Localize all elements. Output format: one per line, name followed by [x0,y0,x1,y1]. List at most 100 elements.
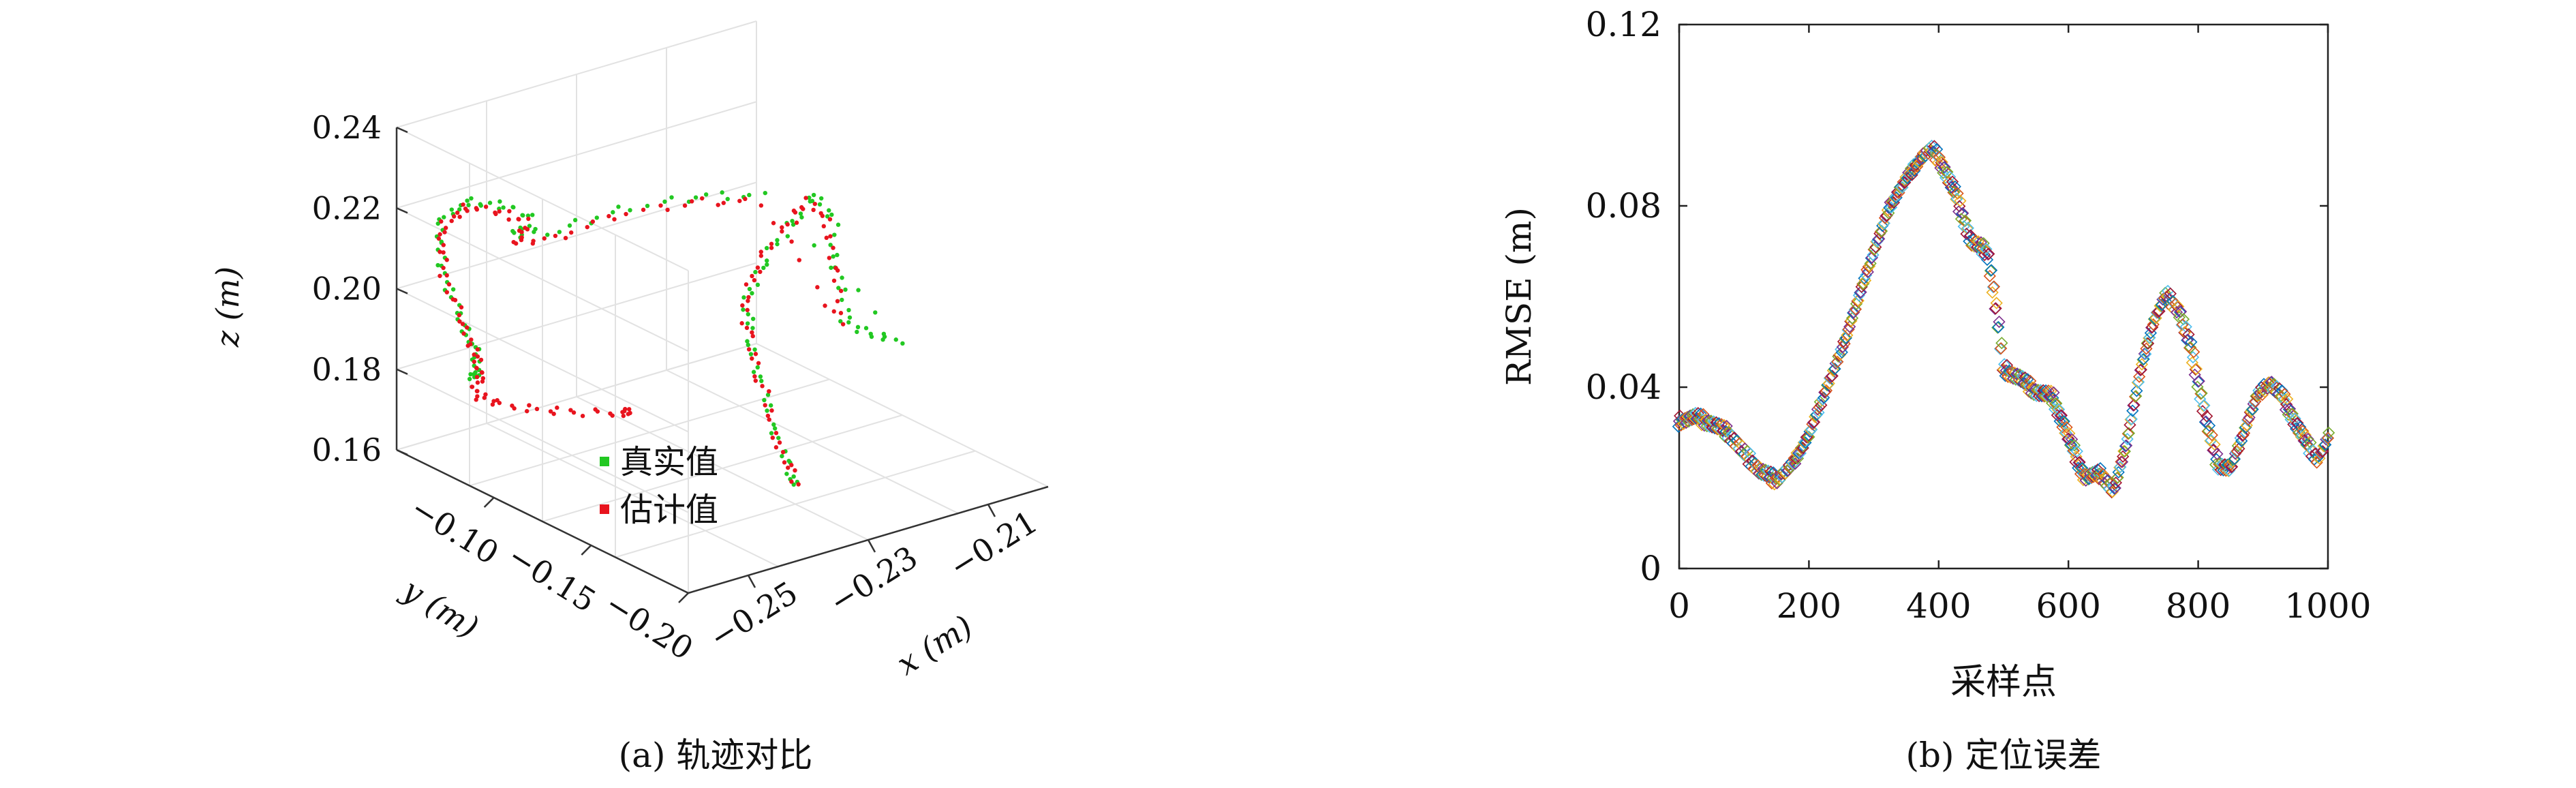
estimated-trajectory-point [780,450,786,455]
estimated-trajectory-point [716,202,720,207]
rmse-marker [2185,335,2198,348]
true-trajectory-point [594,215,599,220]
estimated-trajectory-point [756,361,761,365]
estimated-trajectory-point [628,410,632,416]
true-trajectory-point [817,202,823,207]
estimated-trajectory-point [758,254,764,258]
estimated-trajectory-point [442,230,447,234]
legend: 真实值 估计值 [600,443,718,529]
rmse-marker [2070,450,2083,464]
rmse-marker [2201,410,2213,423]
rmse-marker [1905,168,1918,181]
estimated-trajectory-point [517,228,522,233]
plot-frame [1678,23,2329,570]
rmse-marker [2016,369,2029,382]
y-tick-mark [581,545,592,556]
true-trajectory-point [645,203,650,209]
estimated-trajectory-point [439,219,444,224]
x-tick-label: −0.23 [823,539,923,620]
rmse-marker [1995,337,2008,350]
true-trajectory-point [812,243,816,248]
true-trajectory-point [835,222,841,227]
z-axis-label: z (m) [209,267,246,348]
true-trajectory-point [776,436,781,440]
true-trajectory-point [846,320,851,325]
true-trajectory-point [811,192,816,198]
estimated-trajectory-point [474,207,480,212]
rmse-marker [1858,272,1871,285]
true-trajectory-point [741,307,746,312]
rmse-marker [2283,402,2297,415]
estimated-trajectory-point [449,218,454,224]
back-wall-gridline [396,181,757,290]
rmse-marker [1982,247,1995,260]
z-tick-mark [396,368,408,375]
z-tick-label: 0.22 [312,190,382,226]
x-tick-label: −0.25 [703,574,803,656]
estimated-trajectory-point [789,479,794,484]
true-trajectory-point [616,204,621,209]
rmse-marker [2037,384,2050,397]
rmse-marker [2205,429,2218,442]
3d-grid [396,20,1049,594]
rmse-marker [2130,384,2143,397]
true-trajectory-point [807,195,812,200]
estimated-trajectory-point [780,225,784,230]
rmse-marker [2256,389,2269,401]
estimated-trajectory-point [758,249,763,254]
estimated-trajectory-point [782,460,787,465]
estimated-trajectory-point [493,211,498,217]
estimated-trajectory-point [585,224,589,230]
estimated-trajectory-point [838,311,844,316]
rmse-marker [2047,386,2060,399]
trajectory-3d-chart: 0.160.180.200.220.24−0.25 −0.23 −0.21−0.10… [209,20,1049,775]
estimated-trajectory-point [665,207,670,213]
rmse-marker [1951,187,1964,200]
rmse-marker [2195,387,2208,400]
rmse-marker [1789,457,1802,470]
true-trajectory-point [759,378,764,384]
floor-gridline [756,343,1049,487]
rmse-marker [2281,393,2294,406]
y-axis-label-rmse: RMSE (m) [1499,207,1539,386]
true-trajectory-point [449,207,455,212]
estimated-trajectory-point [721,200,726,205]
rmse-marker [1860,263,1873,276]
estimated-trajectory-point [490,402,495,407]
true-trajectory-point [825,214,830,219]
true-trajectory-point [843,287,848,292]
true-trajectory-point [469,196,474,201]
back-wall-gridline [396,20,757,128]
estimated-trajectory-point [459,305,464,309]
rmse-marker [2321,431,2335,444]
true-trajectory-point [750,316,756,321]
estimated-trajectory-point [750,356,754,361]
estimated-trajectory-point [551,411,556,416]
true-trajectory-point [761,265,766,271]
legend-label-estimate: 估计值 [620,491,718,529]
rmse-marker [2046,391,2059,404]
estimated-trajectory-point [519,237,524,243]
rmse-marker [1877,217,1890,230]
rmse-marker [2068,439,2081,452]
estimated-trajectory-point [441,265,446,271]
true-trajectory-point [747,192,752,198]
rmse-marker [2172,300,2185,313]
estimated-trajectory-point [457,214,462,219]
estimated-trajectory-point [621,413,626,419]
estimated-trajectory-point [530,241,536,246]
true-trajectory-point [784,471,789,476]
estimated-trajectory-point [472,359,476,364]
rmse-marker [1743,446,1757,460]
true-trajectory-point [856,288,861,292]
rmse-marker [1899,176,1912,189]
true-trajectory-point [763,190,768,196]
true-trajectory-point [532,230,536,234]
rmse-marker [1831,355,1844,368]
z-tick-mark [396,126,408,134]
rmse-marker [2059,426,2072,439]
rmse-marker [2295,430,2309,443]
estimated-trajectory-point [803,196,808,200]
estimated-trajectory-point [744,325,750,331]
